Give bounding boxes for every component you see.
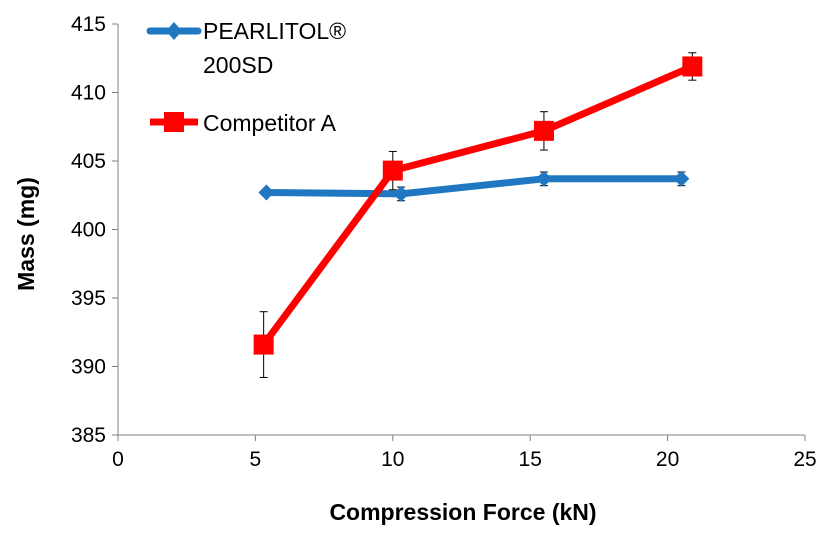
- legend-label-competitor-a: Competitor A: [203, 110, 337, 136]
- x-tick-label: 0: [112, 448, 124, 471]
- legend-item-pearlitol: PEARLITOL® 200SD: [146, 18, 346, 78]
- y-tick-label: 390: [71, 356, 106, 379]
- y-tick-label: 415: [71, 13, 106, 36]
- y-tick-label: 385: [71, 424, 106, 447]
- series-1: [253, 52, 703, 378]
- data-point: [382, 160, 403, 181]
- y-tick-label: 395: [71, 287, 106, 310]
- y-tick-label: 405: [71, 150, 106, 173]
- y-tick-label: 410: [71, 82, 106, 105]
- series-0: [258, 170, 690, 202]
- data-point: [682, 56, 703, 77]
- series-line: [266, 175, 682, 198]
- legend-marker-pearlitol: [166, 22, 182, 40]
- data-point: [535, 170, 552, 187]
- axes: 385 390 395 400 405 410 415 0 5 10 15 20 25: [71, 13, 817, 471]
- x-tick-label: 10: [381, 448, 404, 471]
- x-axis-title: Compression Force (kN): [329, 499, 596, 525]
- legend: PEARLITOL® 200SD Competitor A: [146, 18, 346, 136]
- x-tick-label: 5: [250, 448, 262, 471]
- legend-item-competitor-a: Competitor A: [150, 110, 337, 136]
- data-point: [533, 120, 554, 141]
- legend-marker-competitor-a: [164, 112, 184, 132]
- data-point: [258, 184, 275, 201]
- data-point: [393, 185, 410, 202]
- y-tick-label: 400: [71, 219, 106, 242]
- x-tick-label: 25: [793, 448, 816, 471]
- series-line: [260, 63, 694, 347]
- legend-label-pearlitol-line1: PEARLITOL®: [203, 18, 346, 44]
- series-layer: [253, 52, 703, 378]
- legend-label-pearlitol-line2: 200SD: [203, 52, 273, 78]
- x-tick-label: 15: [519, 448, 542, 471]
- data-point: [253, 334, 274, 355]
- data-point: [673, 170, 690, 187]
- y-axis-title: Mass (mg): [13, 177, 39, 291]
- x-tick-label: 20: [656, 448, 679, 471]
